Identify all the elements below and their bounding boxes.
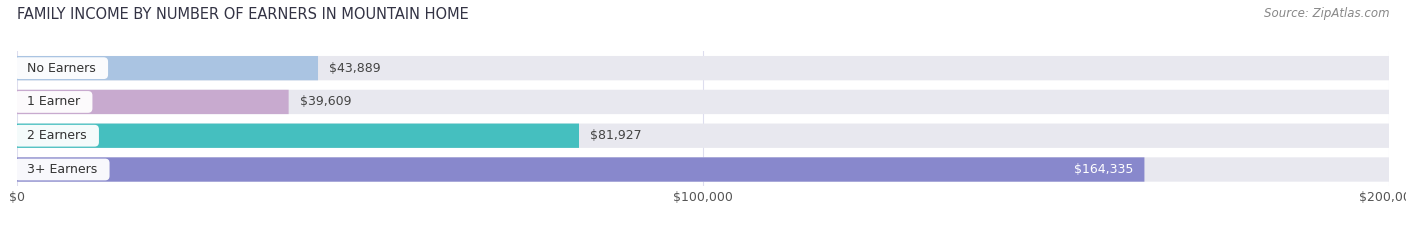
Text: Source: ZipAtlas.com: Source: ZipAtlas.com [1264, 7, 1389, 20]
FancyBboxPatch shape [17, 90, 1389, 114]
FancyBboxPatch shape [17, 157, 1144, 182]
Text: 3+ Earners: 3+ Earners [18, 163, 105, 176]
Text: $164,335: $164,335 [1074, 163, 1133, 176]
Text: FAMILY INCOME BY NUMBER OF EARNERS IN MOUNTAIN HOME: FAMILY INCOME BY NUMBER OF EARNERS IN MO… [17, 7, 468, 22]
Text: 2 Earners: 2 Earners [18, 129, 94, 142]
FancyBboxPatch shape [17, 123, 1389, 148]
Text: 1 Earner: 1 Earner [18, 96, 89, 108]
Text: $81,927: $81,927 [591, 129, 641, 142]
FancyBboxPatch shape [17, 123, 579, 148]
FancyBboxPatch shape [17, 56, 318, 80]
Text: $43,889: $43,889 [329, 62, 381, 75]
FancyBboxPatch shape [17, 90, 288, 114]
FancyBboxPatch shape [17, 157, 1389, 182]
FancyBboxPatch shape [17, 56, 1389, 80]
Text: No Earners: No Earners [18, 62, 104, 75]
Text: $39,609: $39,609 [299, 96, 352, 108]
